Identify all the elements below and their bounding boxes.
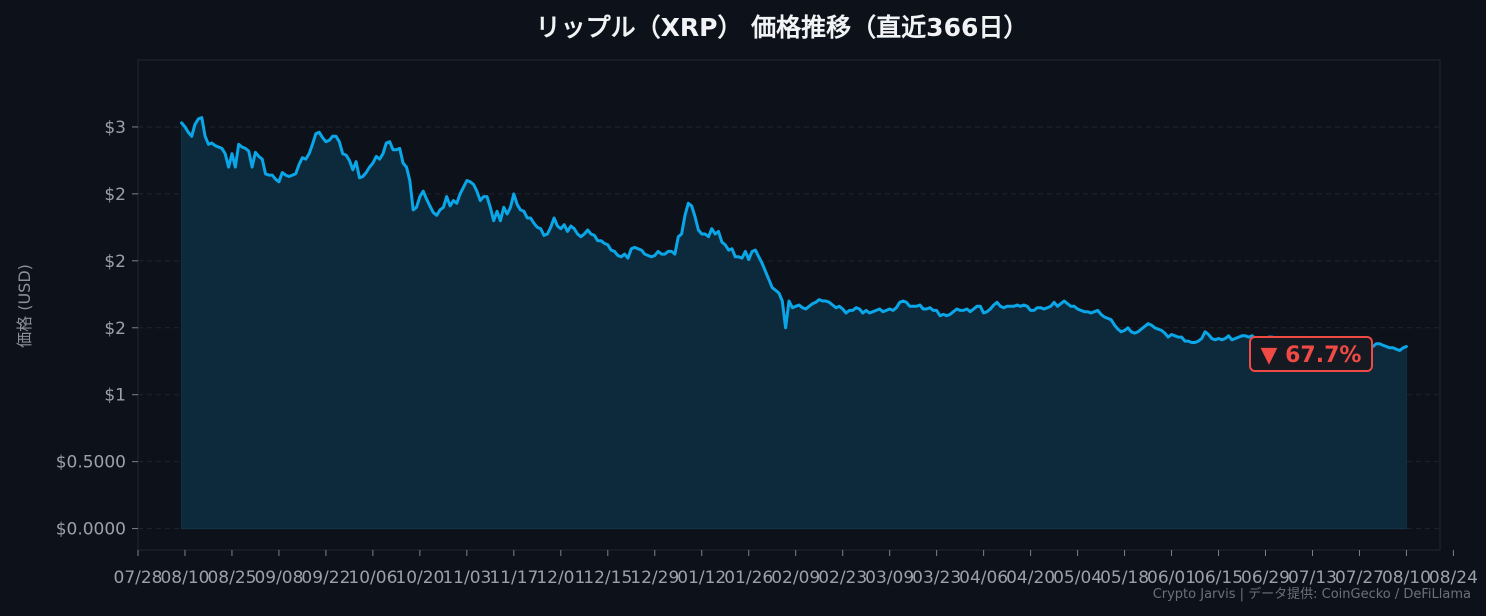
x-axis-ticks: 07/2808/1008/2509/0809/2210/0610/2011/03… [114,550,1478,588]
x-tick-label: 11/17 [489,568,538,588]
x-tick-label: 06/15 [1194,568,1243,588]
y-tick-label: $1 [104,386,126,406]
x-tick-label: 10/06 [348,568,397,588]
x-tick-label: 04/20 [1006,568,1055,588]
x-tick-label: 10/20 [395,568,444,588]
x-tick-label: 11/03 [442,568,491,588]
y-tick-label: $2 [104,252,126,272]
x-tick-label: 03/23 [912,568,961,588]
x-tick-label: 09/08 [254,568,303,588]
x-tick-label: 04/06 [959,568,1008,588]
x-tick-label: 01/12 [677,568,726,588]
change-badge-box [1249,336,1373,372]
x-tick-label: 05/04 [1053,568,1102,588]
y-tick-label: $2 [104,185,126,205]
x-tick-label: 07/27 [1335,568,1384,588]
x-tick-label: 08/25 [207,568,256,588]
y-axis-ticks: $0.0000 $0.5000 $1 $2 $2 $2 $3 [56,118,138,540]
y-tick-label: $2 [104,319,126,339]
price-line-layer [180,116,1408,352]
x-tick-label: 12/01 [536,568,585,588]
change-badge: ▼ 67.7% [1249,336,1373,372]
x-tick-label: 07/28 [114,568,163,588]
x-tick-label: 07/13 [1288,568,1337,588]
x-tick-label: 02/23 [818,568,867,588]
y-tick-label: $0.5000 [56,453,126,473]
x-tick-label: 12/15 [583,568,632,588]
x-tick-label: 05/18 [1100,568,1149,588]
chart-title: リップル（XRP） 価格推移（直近366日） [536,13,1029,42]
y-tick-label: $3 [104,118,126,138]
x-tick-label: 02/09 [771,568,820,588]
y-axis-label: 価格 (USD) [15,264,34,348]
x-tick-label: 01/26 [724,568,773,588]
price-line [180,116,1408,352]
x-tick-label: 12/29 [630,568,679,588]
x-tick-label: 06/29 [1241,568,1290,588]
x-tick-label: 08/10 [1382,568,1431,588]
change-badge-text: ▼ 67.7% [1261,343,1362,368]
x-tick-label: 09/22 [301,568,350,588]
y-tick-label: $0.0000 [56,520,126,540]
x-tick-label: 08/24 [1429,568,1478,588]
x-tick-label: 06/01 [1147,568,1196,588]
x-tick-label: 03/09 [865,568,914,588]
x-tick-label: 08/10 [160,568,209,588]
data-credit: Crypto Jarvis | データ提供: CoinGecko / DeFiL… [1153,586,1471,602]
